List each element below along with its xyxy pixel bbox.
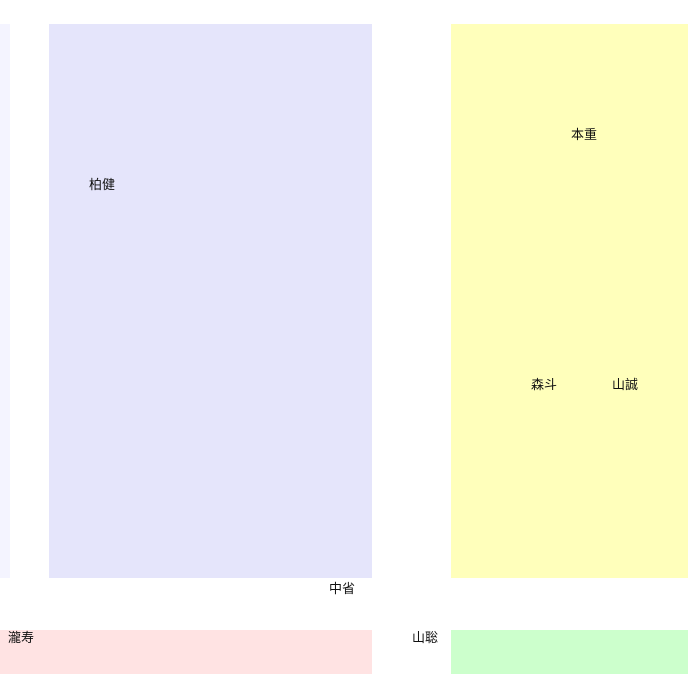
lavender-panel-label: 柏健 [89,178,116,193]
yellow-panel-top-label: 本重 [571,128,598,143]
pink-bar [0,630,372,674]
lavender-panel-bottom-label: 中省 [329,582,356,597]
yellow-panel [451,24,688,578]
green-bar [451,630,688,674]
pink-bar-label: 瀧寿 [8,631,35,646]
green-bar-label: 山聡 [412,631,439,646]
yellow-panel-mid-right-label: 山誠 [612,378,639,393]
yellow-panel-mid-left-label: 森斗 [531,378,558,393]
left-edge-strip [0,24,10,578]
lavender-panel [49,24,372,578]
